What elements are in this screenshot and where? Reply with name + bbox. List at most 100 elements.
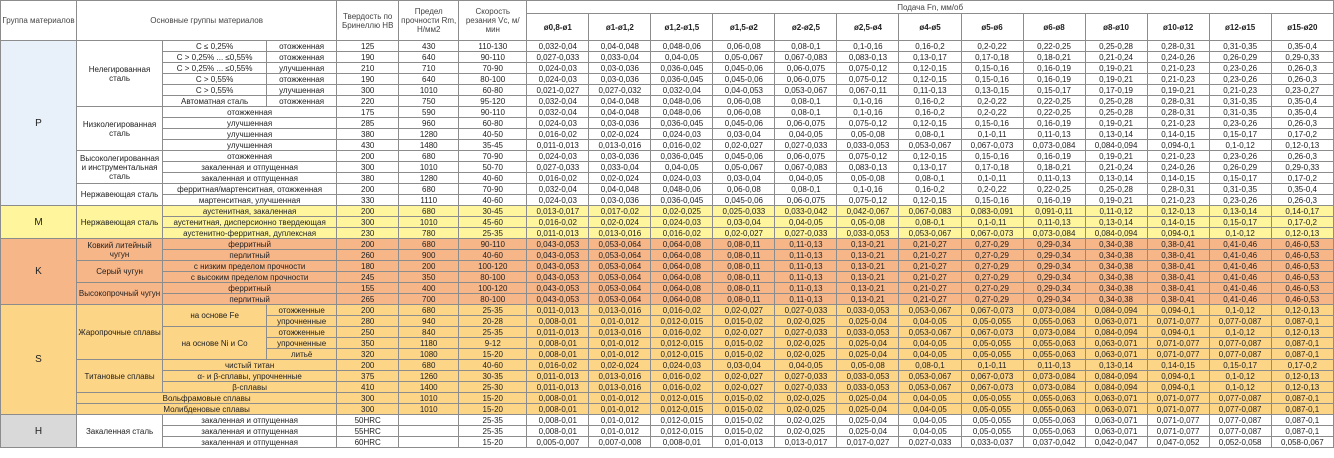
- feed: 0,21-0,23: [1146, 62, 1210, 74]
- feed: 0,075-0,12: [836, 150, 900, 162]
- material-subgroup: C > 0,25% ... ≤0,55%: [162, 62, 268, 74]
- feed: 0,11-0,13: [774, 282, 838, 294]
- feed: 0,013-0,017: [526, 205, 590, 217]
- strength: 680: [398, 205, 460, 217]
- feed: 0,005-0,007: [526, 436, 590, 448]
- feed: 0,013-0,017: [774, 436, 838, 448]
- hardness: 200: [336, 304, 400, 316]
- feed: 0,14-0,17: [1270, 205, 1334, 217]
- material-group: Высоколегированная и инструментальная ст…: [76, 150, 164, 184]
- feed: 0,12-0,13: [1270, 381, 1334, 393]
- cutting-speed: 50-70: [458, 161, 528, 173]
- feed: 0,26-0,3: [1270, 150, 1334, 162]
- feed: 0,075-0,12: [836, 117, 900, 129]
- hardness: 175: [336, 106, 400, 118]
- condition: с высоким пределом прочности: [162, 271, 338, 283]
- feed: 0,15-0,16: [960, 62, 1024, 74]
- feed: 0,053-0,064: [588, 293, 652, 305]
- feed: 0,043-0,053: [526, 238, 590, 250]
- feed: 0,08-0,11: [712, 282, 776, 294]
- header-rm: Предел прочности Rm, Н/мм2: [398, 0, 460, 41]
- feed: 0,29-0,34: [1022, 238, 1086, 250]
- feed: 0,35-0,4: [1270, 40, 1334, 52]
- table-row: Молибденовые сплавы 300 1010 15-20 0,008-0,0…: [0, 403, 1334, 415]
- feed: 0,032-0,04: [526, 40, 590, 52]
- feed: 0,13-0,21: [836, 271, 900, 283]
- feed: 0,34-0,38: [1084, 271, 1148, 283]
- strength: 940: [398, 315, 460, 327]
- strength: 700: [398, 293, 460, 305]
- feed: 0,29-0,33: [1270, 51, 1334, 63]
- cutting-speed: 40-50: [458, 128, 528, 140]
- feed: 0,053-0,064: [588, 238, 652, 250]
- feed: 0,06-0,075: [774, 73, 838, 85]
- header-group: Группа материалов: [0, 0, 78, 41]
- hardness: 220: [336, 95, 400, 107]
- strength: 350: [398, 271, 460, 283]
- feed: 0,025-0,04: [836, 315, 900, 327]
- feed: 0,22-0,25: [1022, 106, 1086, 118]
- feed: 0,04-0,05: [774, 172, 838, 184]
- feed: 0,015-0,02: [712, 392, 776, 404]
- hardness: 350: [336, 337, 400, 349]
- hardness: 300: [336, 216, 400, 228]
- feed: 0,34-0,38: [1084, 249, 1148, 261]
- feed: 0,08-0,1: [898, 172, 962, 184]
- feed: 0,21-0,23: [1146, 194, 1210, 206]
- feed: 0,05-0,067: [712, 51, 776, 63]
- feed: 0,26-0,3: [1270, 62, 1334, 74]
- feed: 0,12-0,13: [1270, 304, 1334, 316]
- feed: 0,064-0,08: [650, 260, 714, 272]
- feed: 0,05-0,055: [960, 315, 1024, 327]
- cutting-speed: 80-100: [458, 293, 528, 305]
- feed: 0,16-0,2: [898, 40, 962, 52]
- feed: 0,053-0,067: [898, 139, 962, 151]
- feed: 0,011-0,013: [526, 139, 590, 151]
- feed: 0,21-0,24: [1084, 51, 1148, 63]
- feed: 0,13-0,21: [836, 249, 900, 261]
- feed: 0,11-0,13: [898, 84, 962, 96]
- strength: 200: [398, 260, 460, 272]
- feed: 0,012-0,015: [650, 392, 714, 404]
- feed: 0,02-0,024: [588, 216, 652, 228]
- feed: 0,048-0,06: [650, 95, 714, 107]
- feed: 0,46-0,53: [1270, 271, 1334, 283]
- feed: 0,38-0,41: [1146, 260, 1210, 272]
- feed: 0,27-0,29: [960, 282, 1024, 294]
- table-row: Серый чугун с низким пределом прочности 18…: [0, 260, 1334, 283]
- cutting-speed: 110-130: [458, 40, 528, 52]
- feed: 0,08-0,11: [712, 293, 776, 305]
- group-code: P: [0, 40, 78, 206]
- feed: 0,025-0,04: [836, 414, 900, 426]
- strength: 1110: [398, 194, 460, 206]
- feed: 0,17-0,2: [1270, 359, 1334, 371]
- feed: 0,02-0,025: [774, 403, 838, 415]
- condition: упрочненные: [266, 337, 338, 349]
- feed: 0,087-0,1: [1270, 414, 1334, 426]
- feed: 0,094-0,1: [1146, 227, 1210, 239]
- feed: 0,2-0,22: [960, 95, 1024, 107]
- condition: закаленная и отпущенная: [162, 172, 338, 184]
- feed: 0,03-0,04: [712, 216, 776, 228]
- feed: 0,35-0,4: [1270, 95, 1334, 107]
- feed: 0,094-0,1: [1146, 139, 1210, 151]
- feed: 0,027-0,033: [774, 227, 838, 239]
- feed: 0,063-0,071: [1084, 392, 1148, 404]
- feed: 0,08-0,1: [898, 359, 962, 371]
- feed: 0,055-0,063: [1022, 315, 1086, 327]
- feed: 0,053-0,067: [898, 304, 962, 316]
- table-row: улучшенная 285 960 60-80 0,024-0,03 0,03-0,03…: [0, 117, 1334, 129]
- hardness: 190: [336, 73, 400, 85]
- feed: 0,12-0,15: [898, 73, 962, 85]
- feed: 0,027-0,033: [774, 304, 838, 316]
- feed: 0,27-0,29: [960, 260, 1024, 272]
- feed: 0,38-0,41: [1146, 249, 1210, 261]
- cutting-speed: 100-120: [458, 260, 528, 272]
- feed: 0,02-0,024: [588, 359, 652, 371]
- feed: 0,03-0,036: [588, 194, 652, 206]
- feed: 0,037-0,042: [1022, 436, 1086, 448]
- feed: 0,053-0,067: [774, 84, 838, 96]
- feed: 0,025-0,04: [836, 403, 900, 415]
- feed: 0,01-0,012: [588, 348, 652, 360]
